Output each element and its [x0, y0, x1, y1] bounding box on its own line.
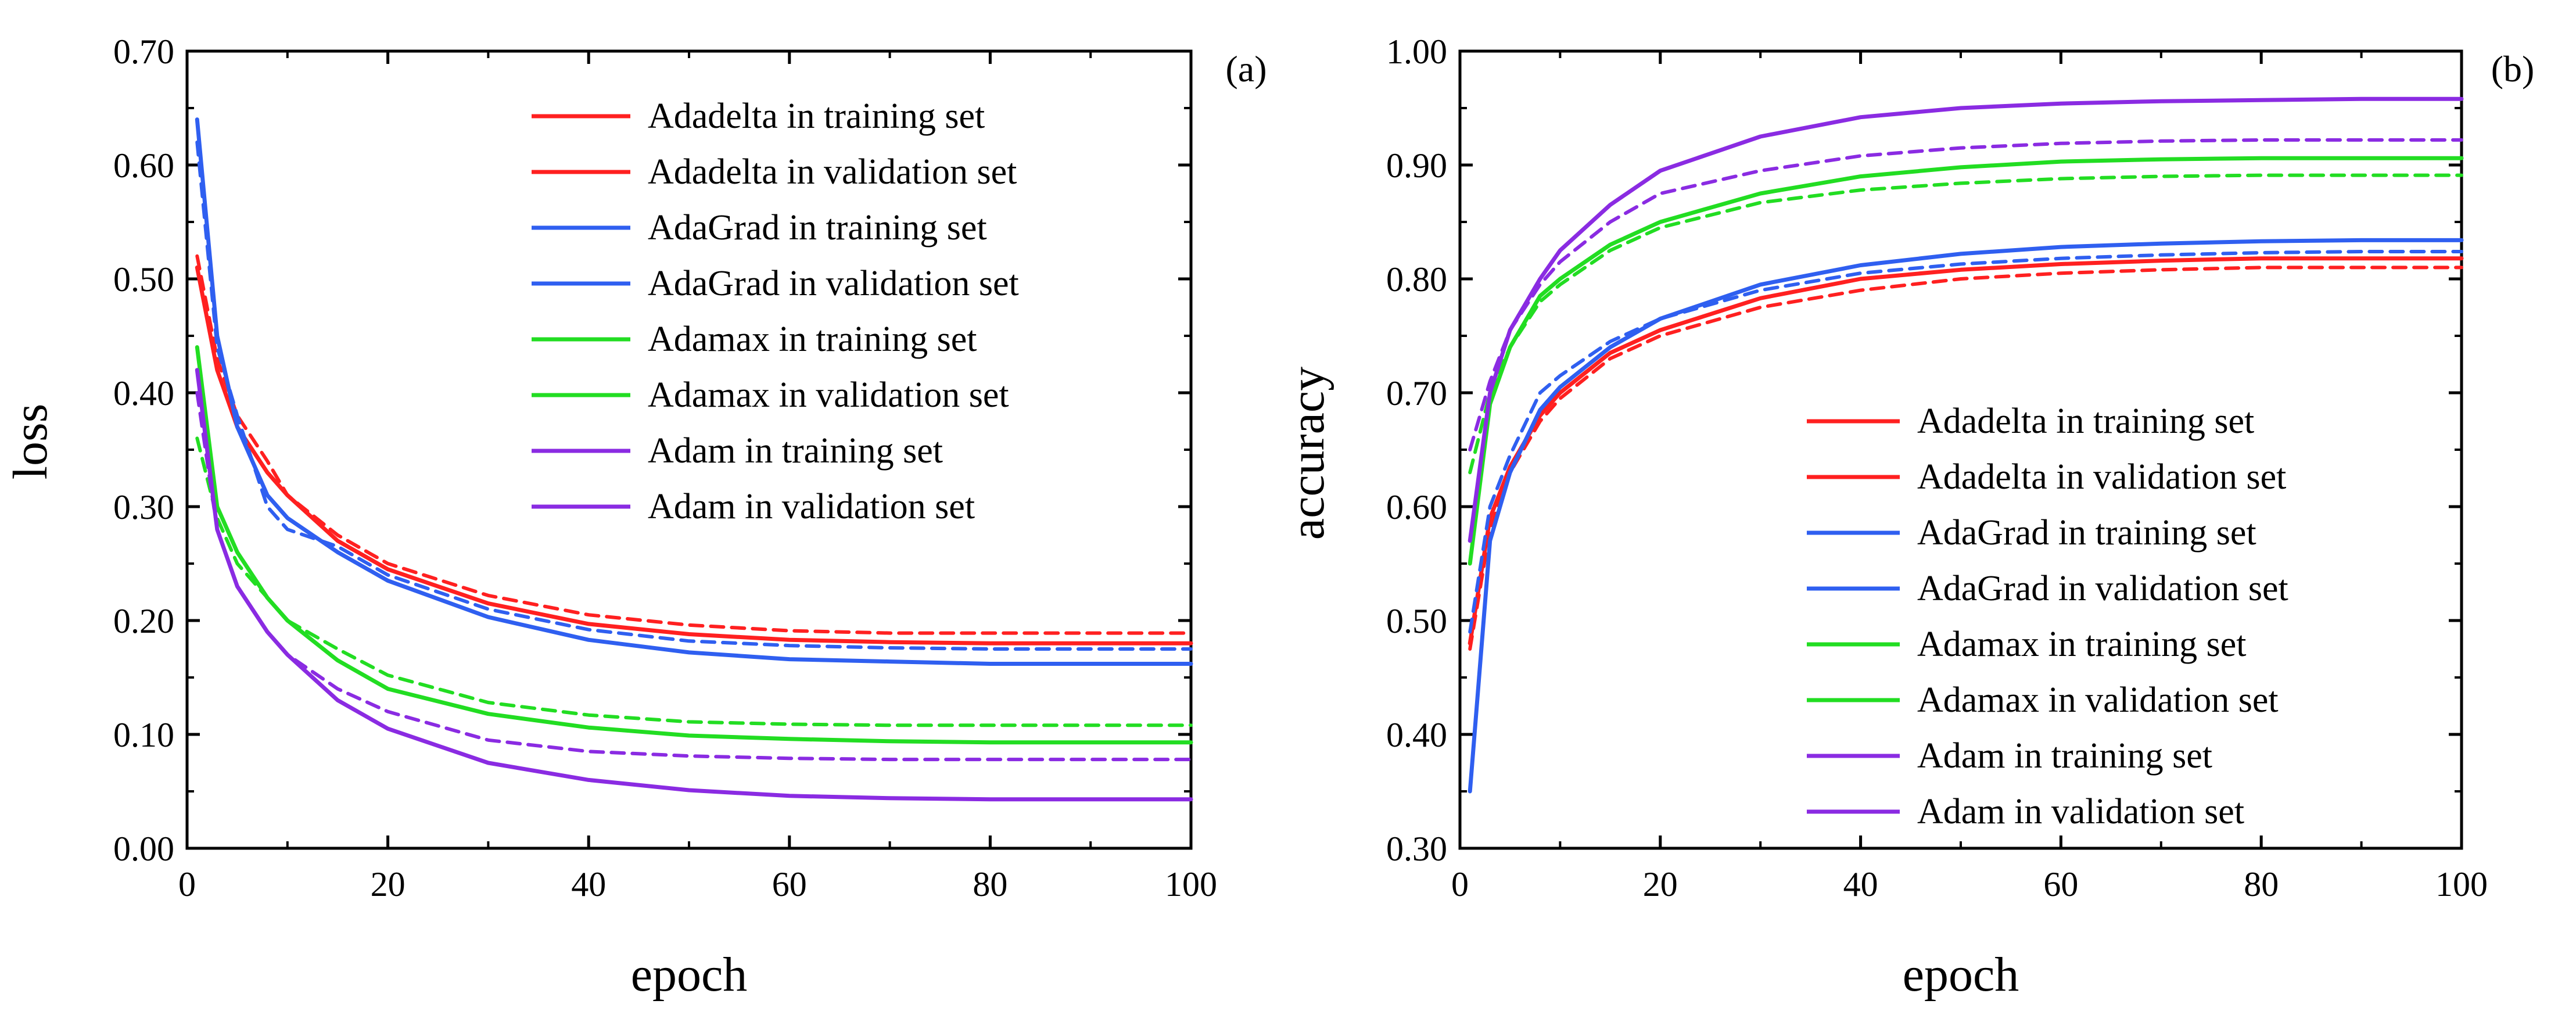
- y-tick-label: 0.30: [113, 488, 174, 526]
- x-axis-title: epoch: [631, 948, 748, 1002]
- series-line-2: [195, 254, 1193, 635]
- x-tick-label: 40: [571, 865, 606, 903]
- y-tick-label: 0.50: [1386, 602, 1447, 640]
- legend-label: Adam in validation set: [648, 487, 975, 526]
- series-line-8: [1468, 138, 2463, 451]
- legend-label: Adadelta in training set: [1917, 401, 2254, 441]
- legend-label: Adam in training set: [1917, 736, 2212, 776]
- legend-label: AdaGrad in training set: [1917, 513, 2256, 553]
- y-tick-label: 1.00: [1386, 33, 1447, 71]
- x-tick-label: 100: [2435, 865, 2488, 903]
- y-tick-label: 0.50: [113, 260, 174, 299]
- x-tick-label: 60: [2043, 865, 2078, 903]
- legend-label: AdaGrad in validation set: [648, 264, 1019, 303]
- legend-label: Adam in validation set: [1917, 792, 2244, 831]
- y-tick-label: 0.40: [113, 374, 174, 413]
- legend: Adadelta in training set Adadelta in vali…: [532, 96, 1019, 526]
- legend-label: Adam in training set: [648, 431, 943, 471]
- y-tick-label: 0.30: [1386, 830, 1447, 868]
- series-line-5: [195, 345, 1193, 745]
- x-tick-label: 20: [1643, 865, 1678, 903]
- panel-tag: (b): [2491, 48, 2535, 89]
- y-tick-label: 0.00: [113, 830, 174, 868]
- x-tick-label: 100: [1165, 865, 1217, 903]
- x-tick-label: 20: [371, 865, 406, 903]
- series-line-4: [1468, 250, 2463, 634]
- legend-label: Adadelta in validation set: [1917, 457, 2286, 497]
- legend-label: Adamax in training set: [648, 320, 977, 359]
- legend-label: Adadelta in training set: [648, 96, 985, 136]
- y-tick-label: 0.20: [113, 602, 174, 640]
- series-line-3: [1468, 238, 2464, 794]
- x-tick-label: 60: [772, 865, 807, 903]
- series-line-4: [195, 140, 1193, 651]
- legend-label: Adadelta in validation set: [648, 152, 1017, 192]
- plot-frame: [1458, 49, 2463, 850]
- y-axis-title: accuracy: [1280, 367, 1334, 540]
- legend-label: Adamax in training set: [1917, 625, 2246, 664]
- legend-label: Adamax in validation set: [1917, 680, 2279, 720]
- y-tick-label: 0.40: [1386, 716, 1447, 754]
- legend-label: Adamax in validation set: [648, 375, 1009, 415]
- legend-label: AdaGrad in training set: [648, 208, 987, 248]
- x-tick-label: 40: [1843, 865, 1878, 903]
- chart-panel-b: 0.30 0.40 0.50 0.60 0.70 0.80 0.90 1.00 0 20 40 60 8…: [1280, 33, 2534, 1002]
- legend-label: AdaGrad in validation set: [1917, 569, 2288, 608]
- y-tick-label: 0.60: [113, 146, 174, 185]
- legend: Adadelta in training set Adadelta in vali…: [1807, 401, 2288, 831]
- chart-panel-a: 0.00 0.10 0.20 0.30 0.40 0.50 0.60 0.70 0 20 40 60 8…: [3, 33, 1267, 1002]
- y-tick-label: 0.60: [1386, 488, 1447, 526]
- y-tick-label: 0.70: [1386, 374, 1447, 413]
- y-tick-label: 0.90: [1386, 146, 1447, 185]
- y-tick-label: 0.80: [1386, 260, 1447, 299]
- panel-tag: (a): [1225, 48, 1267, 89]
- series-line-6: [195, 436, 1193, 727]
- series-line-8: [195, 391, 1193, 762]
- y-tick-label: 0.10: [113, 716, 174, 754]
- series-line-6: [1468, 173, 2463, 475]
- x-tick-label: 80: [2244, 865, 2279, 903]
- x-tick-label: 80: [973, 865, 1007, 903]
- y-axis-title: loss: [3, 404, 58, 480]
- y-tick-label: 0.70: [113, 33, 174, 71]
- x-axis-title: epoch: [1903, 948, 2019, 1002]
- x-tick-label: 0: [1451, 865, 1469, 903]
- x-tick-label: 0: [178, 865, 196, 903]
